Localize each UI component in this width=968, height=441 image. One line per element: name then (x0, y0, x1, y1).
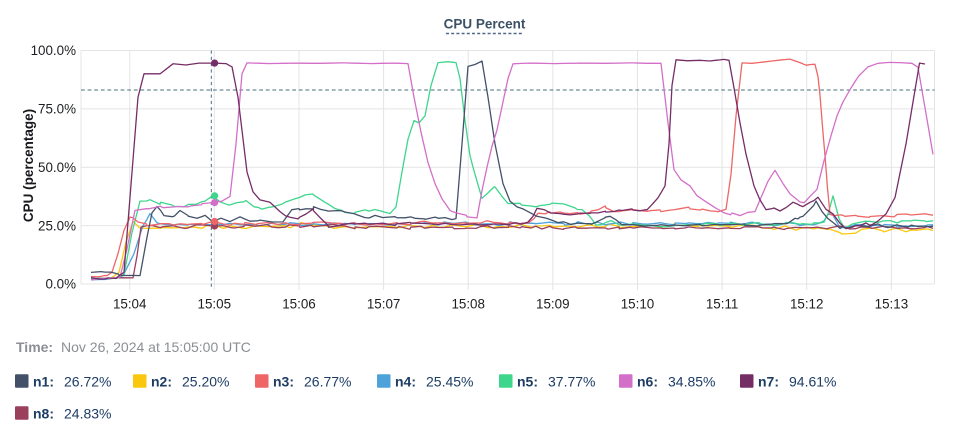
svg-text:n3:: n3: (273, 374, 294, 390)
svg-text:15:10: 15:10 (621, 297, 655, 312)
svg-text:25.20%: 25.20% (182, 374, 229, 390)
svg-text:Nov 26, 2024 at 15:05:00 UTC: Nov 26, 2024 at 15:05:00 UTC (61, 339, 251, 355)
svg-text:94.61%: 94.61% (789, 374, 836, 390)
svg-text:15:12: 15:12 (790, 297, 824, 312)
svg-text:0.0%: 0.0% (45, 277, 76, 292)
svg-text:34.85%: 34.85% (668, 374, 715, 390)
svg-text:n5:: n5: (517, 374, 538, 390)
svg-text:15:08: 15:08 (451, 297, 485, 312)
svg-text:15:11: 15:11 (706, 297, 739, 312)
svg-text:100.0%: 100.0% (31, 43, 77, 58)
svg-text:50.0%: 50.0% (38, 160, 76, 175)
svg-text:37.77%: 37.77% (548, 374, 595, 390)
svg-text:15:09: 15:09 (536, 297, 570, 312)
svg-text:15:05: 15:05 (198, 297, 232, 312)
svg-text:n7:: n7: (758, 374, 779, 390)
svg-text:75.0%: 75.0% (38, 102, 76, 117)
svg-text:n1:: n1: (33, 374, 54, 390)
svg-text:24.83%: 24.83% (64, 406, 111, 422)
svg-text:26.77%: 26.77% (304, 374, 351, 390)
svg-text:25.45%: 25.45% (426, 374, 473, 390)
svg-text:n4:: n4: (395, 374, 416, 390)
svg-text:15:07: 15:07 (367, 297, 401, 312)
svg-text:n2:: n2: (151, 374, 172, 390)
svg-text:Time:: Time: (16, 339, 53, 355)
svg-text:CPU Percent: CPU Percent (444, 17, 526, 32)
svg-text:n6:: n6: (637, 374, 658, 390)
svg-text:26.72%: 26.72% (64, 374, 111, 390)
svg-text:15:04: 15:04 (113, 297, 147, 312)
svg-text:CPU (percentage): CPU (percentage) (21, 109, 36, 222)
svg-text:n8:: n8: (33, 406, 54, 422)
svg-text:25.0%: 25.0% (38, 218, 76, 233)
svg-text:15:06: 15:06 (282, 297, 316, 312)
svg-text:15:13: 15:13 (875, 297, 909, 312)
